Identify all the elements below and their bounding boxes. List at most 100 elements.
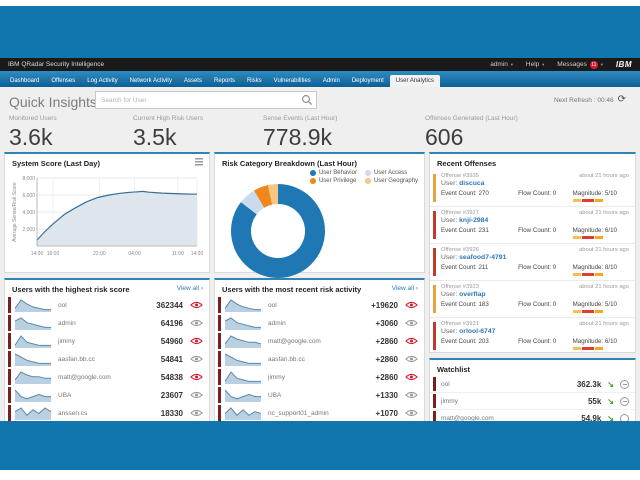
offense-user-link[interactable]: knji-2984	[459, 217, 489, 224]
metric-high-risk-users: Current High Risk Users 3.5k	[133, 115, 203, 151]
risk-score-value: +2860	[375, 372, 398, 382]
offense-stats: Event Count: 231 Flow Count: 0 Magnitude: …	[441, 227, 629, 239]
user-row[interactable]: matt@google.com 54838	[5, 368, 209, 386]
view-all-link[interactable]: View all ›	[176, 284, 203, 292]
offense-time: about 21 hours ago	[579, 247, 629, 253]
offense-user-link[interactable]: orlool-6747	[459, 328, 496, 335]
tab-deployment[interactable]: Deployment	[351, 78, 384, 84]
user-row[interactable]: anssen.cs 18330	[5, 404, 209, 421]
watched-eye-icon[interactable]	[190, 373, 203, 381]
user-row[interactable]: aasfan.bb.cc 54841	[5, 350, 209, 368]
risk-score-value: 54841	[160, 354, 183, 364]
watchlist-row[interactable]: jimmy 55k ↘	[430, 393, 635, 410]
view-all-link[interactable]: View all ›	[391, 284, 418, 292]
help-menu[interactable]: Help ▼	[526, 61, 545, 68]
svg-text:4,000: 4,000	[22, 210, 35, 216]
user-row[interactable]: UBA +1330	[215, 386, 424, 404]
risk-sparkline	[15, 299, 51, 312]
event-count: Event Count: 203	[441, 338, 489, 345]
search-icon[interactable]	[300, 93, 314, 107]
tab-risks[interactable]: Risks	[247, 78, 262, 84]
watched-eye-icon[interactable]	[190, 301, 203, 309]
user-name: matt@google.com	[268, 337, 321, 345]
watched-eye-icon[interactable]	[190, 337, 203, 345]
tab-assets[interactable]: Assets	[183, 78, 202, 84]
watched-eye-icon[interactable]	[405, 373, 418, 381]
refresh-icon[interactable]: ⟳	[617, 94, 626, 105]
flow-count: Flow Count: 0	[518, 338, 557, 345]
watch-eye-icon[interactable]	[190, 355, 203, 363]
tab-reports[interactable]: Reports	[213, 78, 235, 84]
magnitude-segment	[594, 236, 603, 239]
offense-item[interactable]: Offense #3935 about 21 hours ago User: dis…	[430, 170, 635, 207]
risk-level-bar	[433, 394, 436, 408]
remove-watch-icon[interactable]	[620, 379, 629, 389]
watched-eye-icon[interactable]	[405, 337, 418, 345]
user-row[interactable]: UBA 23607	[5, 386, 209, 404]
panel-title: Risk Category Breakdown (Last Hour)	[222, 159, 358, 168]
offense-user-link[interactable]: seafood7-4791	[459, 254, 507, 261]
legend-swatch	[364, 170, 371, 176]
user-name: admin	[58, 319, 76, 327]
watched-eye-icon[interactable]	[405, 301, 418, 309]
watch-eye-icon[interactable]	[405, 409, 418, 417]
risk-score-value: 23607	[160, 390, 183, 400]
legend-item: User Behavior	[309, 170, 357, 176]
tab-admin[interactable]: Admin	[322, 78, 340, 84]
offense-user-link[interactable]: discuca	[459, 180, 485, 187]
tab-log-activity[interactable]: Log Activity	[87, 78, 118, 84]
user-row[interactable]: ool +19620	[215, 296, 424, 314]
user-row[interactable]: nc_support01_admin +1070	[215, 404, 424, 421]
trend-down-icon: ↘	[607, 379, 614, 389]
user-name: matt@google.com	[58, 373, 111, 381]
watch-eye-icon[interactable]	[190, 391, 203, 399]
admin-menu-label: admin	[490, 61, 508, 68]
watch-eye-icon[interactable]	[405, 355, 418, 363]
watch-eye-icon[interactable]	[190, 409, 203, 417]
offense-user-link[interactable]: overflap	[459, 291, 486, 298]
admin-menu[interactable]: admin ▼	[490, 61, 514, 68]
panel-options-icon[interactable]	[195, 158, 203, 166]
metric-monitored-users: Monitored Users 3.6k	[9, 115, 57, 151]
svg-text:6,000: 6,000	[22, 193, 35, 199]
search-input[interactable]	[96, 96, 300, 104]
user-list: ool +19620 admin +3060 matt@google.com +2860 a…	[215, 296, 424, 421]
recent-offenses-panel: Recent Offenses Offense #3935 about 21 ho…	[429, 152, 636, 355]
system-score-panel: System Score (Last Day) 2,000 4,000 6,000 8…	[4, 152, 210, 273]
offense-user: User: knji-2984	[441, 217, 629, 224]
user-row[interactable]: jimmy 54960	[5, 332, 209, 350]
magnitude-bar	[572, 199, 629, 202]
user-row[interactable]: aasfan.bb.cc +2860	[215, 350, 424, 368]
legend-item: User Geography	[364, 178, 418, 184]
offense-item[interactable]: Offense #3927 about 21 hours ago User: knj…	[430, 207, 635, 244]
user-row[interactable]: jimmy +2860	[215, 368, 424, 386]
watch-eye-icon[interactable]	[190, 319, 203, 327]
offense-id: Offense #3927	[441, 210, 479, 216]
tab-dashboard[interactable]: Dashboard	[10, 78, 40, 84]
offense-item[interactable]: Offense #3926 about 21 hours ago User: sea…	[430, 244, 635, 281]
watchlist-row[interactable]: ool 362.3k ↘	[430, 376, 635, 393]
remove-watch-icon[interactable]	[620, 396, 629, 406]
tab-offenses[interactable]: Offenses	[51, 78, 76, 84]
messages-menu[interactable]: Messages 11 ▼	[557, 60, 604, 69]
watchlist-row[interactable]: matt@google.com 54.9k ↘	[430, 410, 635, 421]
user-row[interactable]: matt@google.com +2860	[215, 332, 424, 350]
offense-id: Offense #3923	[441, 284, 479, 290]
offense-item[interactable]: Offense #3923 about 21 hours ago User: ove…	[430, 281, 635, 318]
user-row[interactable]: admin +3060	[215, 314, 424, 332]
watch-eye-icon[interactable]	[405, 391, 418, 399]
offense-item[interactable]: Offense #3921 about 21 hours ago User: orl…	[430, 318, 635, 355]
flow-count: Flow Count: 0	[518, 301, 557, 308]
user-row[interactable]: ool 362344	[5, 296, 209, 314]
tab-network-activity[interactable]: Network Activity	[129, 78, 172, 84]
remove-watch-icon[interactable]	[620, 413, 629, 421]
offense-header: Offense #3935 about 21 hours ago	[441, 173, 629, 179]
risk-score-value: +1070	[375, 408, 398, 418]
user-row[interactable]: admin 64196	[5, 314, 209, 332]
metric-label: Monitored Users	[9, 115, 57, 122]
watch-eye-icon[interactable]	[405, 319, 418, 327]
tab-user-analytics[interactable]: User Analytics	[389, 75, 440, 87]
metric-value: 778.9k	[263, 124, 333, 150]
tab-vulnerabilities[interactable]: Vulnerabilities	[273, 78, 311, 84]
user-prefix: User:	[441, 254, 460, 261]
